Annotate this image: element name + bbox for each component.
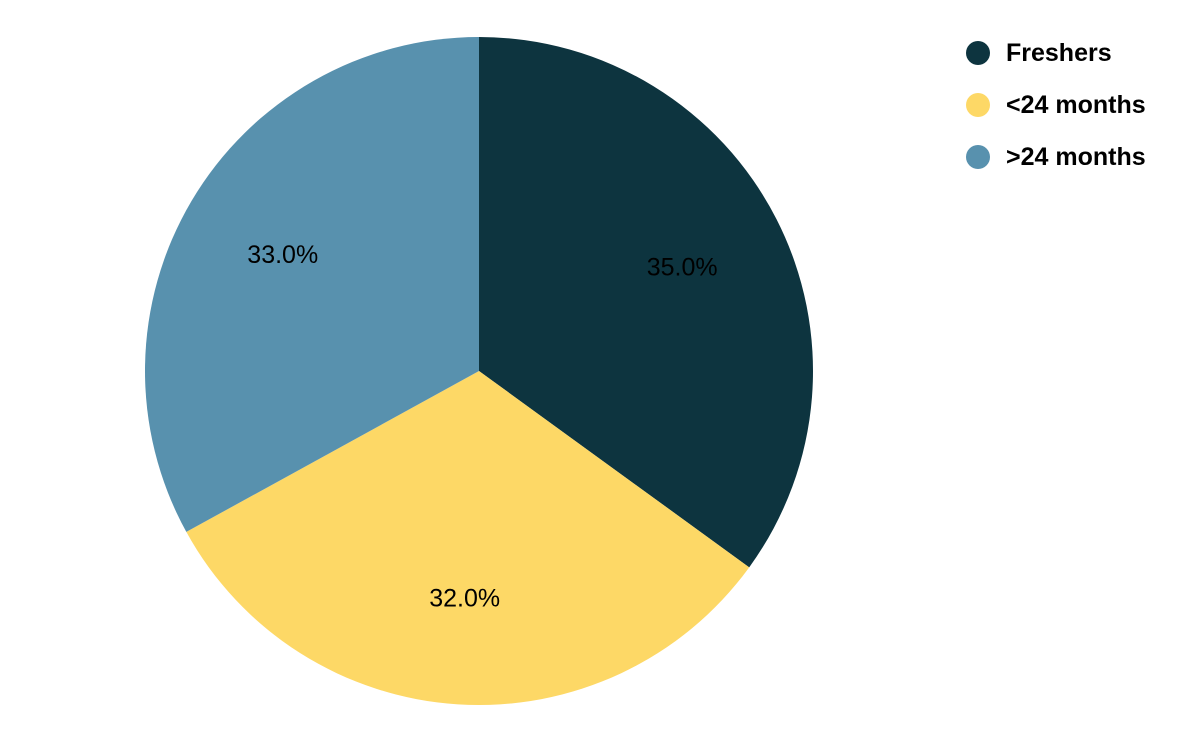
data-label-gt-24-months: 33.0% <box>247 241 318 269</box>
legend-item-lt-24-months: <24 months <box>966 91 1146 119</box>
legend-item-freshers: Freshers <box>966 39 1112 67</box>
pie-slice-lt-24-months <box>186 371 750 705</box>
legend-marker-lt-24-months <box>966 93 990 117</box>
pie-slice-labels: 35.0% 32.0% 33.0% <box>247 241 717 613</box>
legend-marker-freshers <box>966 41 990 65</box>
legend-marker-gt-24-months <box>966 145 990 169</box>
legend-label-gt-24-months: >24 months <box>1006 143 1146 171</box>
pie-slice-gt-24-months <box>145 37 480 532</box>
legend-label-freshers: Freshers <box>1006 39 1112 67</box>
pie-slice-freshers <box>479 37 813 568</box>
legend-item-gt-24-months: >24 months <box>966 143 1146 171</box>
legend: Freshers <24 months >24 months <box>966 39 1146 171</box>
pie-slices <box>145 37 813 705</box>
legend-label-lt-24-months: <24 months <box>1006 91 1146 119</box>
data-label-lt-24-months: 32.0% <box>429 585 500 613</box>
data-label-freshers: 35.0% <box>647 253 718 281</box>
